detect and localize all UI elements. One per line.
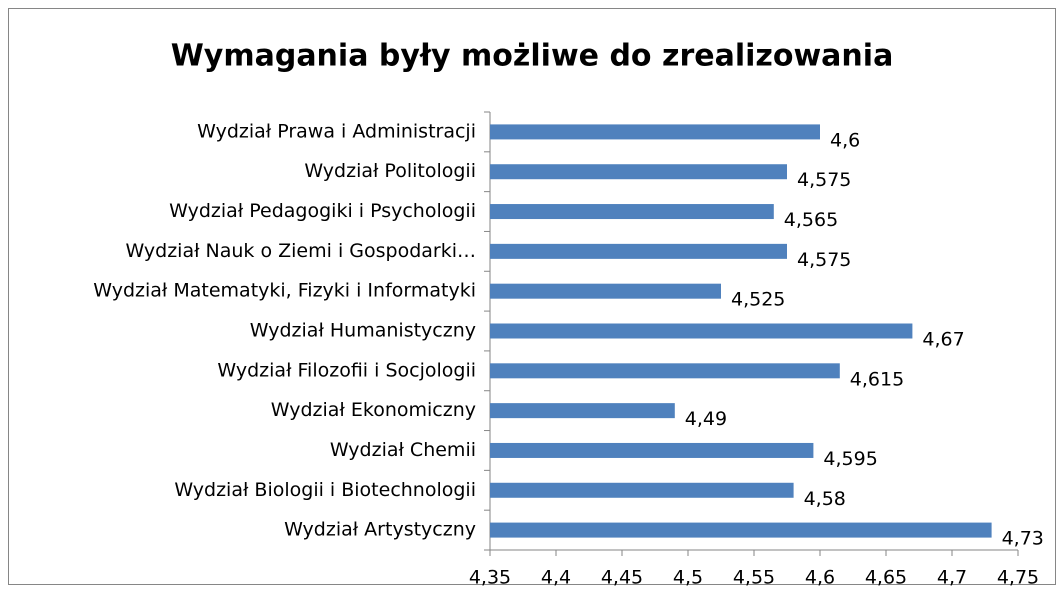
y-tick-label: Wydział Humanistyczny — [250, 320, 476, 342]
value-label: 4,615 — [850, 368, 904, 390]
bar — [490, 323, 913, 339]
bar — [490, 363, 840, 379]
x-tick-label: 4,4 — [541, 567, 571, 589]
value-label: 4,575 — [797, 169, 851, 191]
value-label: 4,67 — [922, 329, 964, 351]
bar — [490, 442, 814, 458]
value-label: 4,49 — [685, 408, 727, 430]
bar — [490, 522, 992, 538]
x-tick-label: 4,5 — [673, 567, 703, 589]
value-label: 4,575 — [797, 249, 851, 271]
bar — [490, 164, 787, 180]
value-label: 4,6 — [830, 129, 860, 151]
y-tick-label: Wydział Politologii — [304, 160, 476, 182]
x-tick-label: 4,45 — [601, 567, 643, 589]
bar — [490, 124, 820, 140]
x-tick-label: 4,55 — [733, 567, 775, 589]
x-tick-label: 4,65 — [865, 567, 907, 589]
y-tick-label: Wydział Biologii i Biotechnologii — [174, 479, 476, 501]
y-tick-label: Wydział Artystyczny — [284, 519, 476, 541]
x-tick-label: 4,7 — [937, 567, 967, 589]
y-tick-label: Wydział Filozofii i Socjologii — [217, 359, 476, 381]
bar — [490, 283, 721, 299]
bar — [490, 243, 787, 259]
y-tick-label: Wydział Pedagogiki i Psychologii — [169, 200, 476, 222]
x-tick-label: 4,35 — [469, 567, 511, 589]
bar — [490, 204, 774, 220]
x-tick-label: 4,75 — [997, 567, 1039, 589]
chart-title: Wymagania były możliwe do zrealizowania — [171, 39, 894, 74]
value-label: 4,525 — [731, 289, 785, 311]
y-tick-label: Wydział Chemii — [330, 439, 476, 461]
bar — [490, 482, 794, 498]
value-label: 4,565 — [784, 209, 838, 231]
value-label: 4,595 — [823, 448, 877, 470]
y-tick-label: Wydział Ekonomiczny — [271, 399, 476, 421]
x-tick-label: 4,6 — [805, 567, 835, 589]
y-tick-label: Wydział Nauk o Ziemi i Gospodarki… — [125, 240, 476, 262]
y-tick-label: Wydział Prawa i Administracji — [197, 120, 476, 142]
value-label: 4,73 — [1002, 528, 1044, 550]
bar — [490, 403, 675, 419]
y-tick-label: Wydział Matematyki, Fizyki i Informatyki — [93, 280, 476, 302]
value-label: 4,58 — [804, 488, 846, 510]
